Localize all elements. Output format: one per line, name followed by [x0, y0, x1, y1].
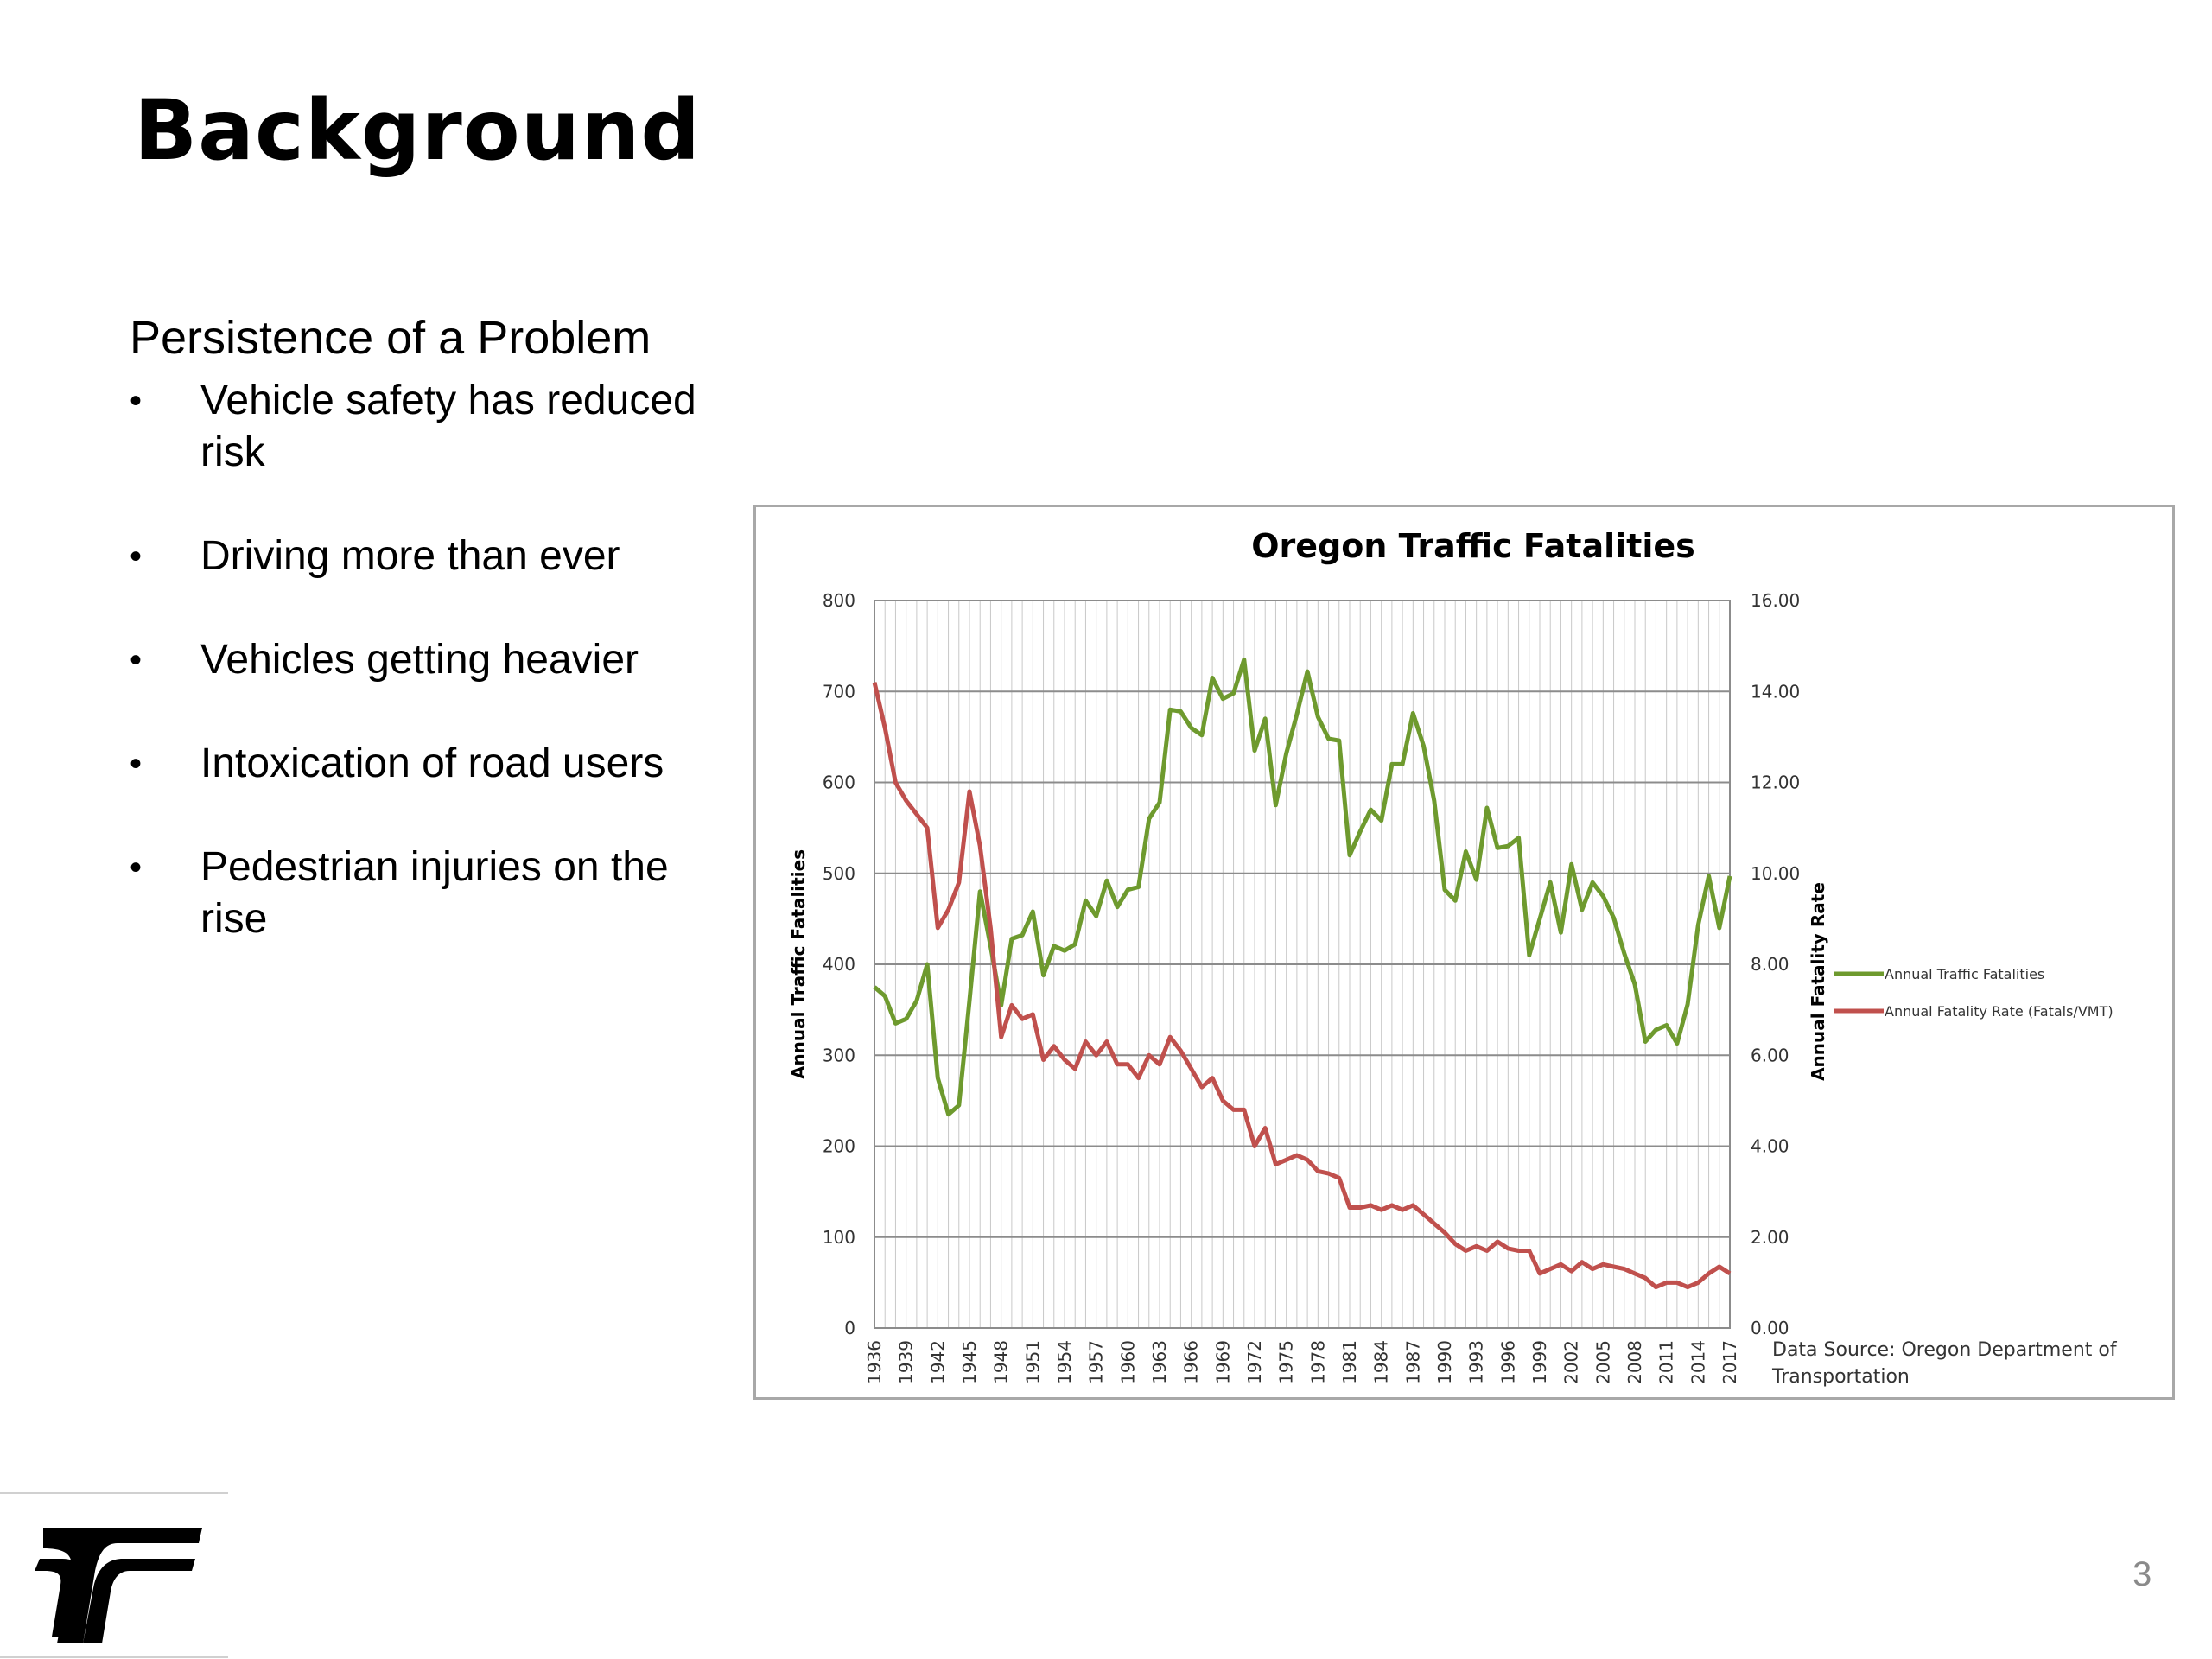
- y-axis-label: Annual Traffic Fatalities: [788, 849, 809, 1079]
- x-tick-label: 1960: [1117, 1340, 1138, 1384]
- y2-tick-label: 4.00: [1751, 1136, 1789, 1157]
- x-tick-label: 1993: [1466, 1340, 1487, 1384]
- x-tick-label: 2014: [1688, 1340, 1708, 1384]
- x-tick-label: 1939: [896, 1340, 917, 1384]
- x-tick-label: 1981: [1339, 1340, 1360, 1384]
- x-tick-label: 1948: [991, 1340, 1012, 1384]
- bullet-dot-icon: •: [130, 745, 143, 783]
- y-tick-label: 300: [823, 1045, 855, 1065]
- source-note-line: Data Source: Oregon Department of: [1772, 1339, 2118, 1361]
- bullet-dot-icon: •: [130, 849, 143, 887]
- x-tick-label: 2011: [1656, 1340, 1677, 1384]
- chart-container: 0 100 200 300 400 500 600 700 800 0.00 2.00 4.00 6.0…: [753, 505, 2175, 1400]
- x-tick-label: 1936: [864, 1340, 885, 1384]
- bullet-text: Intoxication of road users: [200, 741, 664, 786]
- y-tick-label: 0: [844, 1318, 855, 1338]
- y-tick-label: 700: [823, 681, 855, 702]
- bullet-dot-icon: •: [130, 382, 143, 420]
- x-tick-label: 1969: [1212, 1340, 1233, 1384]
- x-tick-label: 1945: [959, 1340, 980, 1384]
- list-item: • Vehicles getting heavier: [130, 634, 717, 686]
- bullet-list: • Vehicle safety has reduced risk • Driv…: [130, 375, 717, 945]
- legend-label: Annual Fatality Rate (Fatals/VMT): [1885, 1003, 2113, 1020]
- series-line: [872, 682, 1732, 1290]
- y-tick-label: 500: [823, 863, 855, 884]
- x-tick-label: 1954: [1054, 1340, 1075, 1384]
- list-item: • Vehicle safety has reduced risk: [130, 375, 717, 479]
- x-tick-label: 1999: [1529, 1340, 1550, 1384]
- chart-title: Oregon Traffic Fatalities: [1251, 527, 1694, 565]
- series-line: [873, 657, 1732, 1117]
- line-chart: 0 100 200 300 400 500 600 700 800 0.00 2.00 4.00 6.0…: [788, 527, 2118, 1388]
- source-note-line: Transportation: [1771, 1366, 1910, 1388]
- y-tick-label: 600: [823, 772, 855, 793]
- x-tick-label: 1996: [1497, 1340, 1518, 1384]
- x-tick-label: 1963: [1149, 1340, 1170, 1384]
- y2-tick-label: 2.00: [1751, 1227, 1789, 1248]
- x-tick-label: 1957: [1086, 1340, 1107, 1384]
- y2-axis-label: Annual Fatality Rate: [1808, 882, 1828, 1081]
- plot-area: [874, 600, 1731, 1329]
- x-tick-label: 2008: [1624, 1340, 1645, 1384]
- y2-tick-label: 12.00: [1751, 772, 1800, 793]
- x-tick-label: 1990: [1434, 1340, 1455, 1384]
- bullet-text: Pedestrian injuries on the rise: [200, 844, 669, 942]
- y2-tick-label: 14.00: [1751, 681, 1800, 702]
- x-tick-label: 1975: [1276, 1340, 1297, 1384]
- x-tick-label: 2002: [1561, 1340, 1582, 1384]
- list-item: • Pedestrian injuries on the rise: [130, 842, 717, 945]
- y2-tick-label: 8.00: [1751, 954, 1789, 975]
- legend-label: Annual Traffic Fatalities: [1885, 966, 2044, 982]
- y2-tick-label: 10.00: [1751, 863, 1800, 884]
- bullet-dot-icon: •: [130, 537, 143, 575]
- y-tick-label: 100: [823, 1227, 855, 1248]
- left-panel: Persistence of a Problem • Vehicle safet…: [130, 311, 717, 997]
- y2-tick-label: 6.00: [1751, 1045, 1789, 1065]
- subtitle: Persistence of a Problem: [130, 312, 652, 364]
- x-tick-label: 2005: [1592, 1340, 1613, 1384]
- x-tick-label: 1942: [927, 1340, 948, 1384]
- y-tick-label: 800: [823, 590, 855, 611]
- x-tick-label: 2017: [1719, 1340, 1740, 1384]
- x-tick-label: 1951: [1022, 1340, 1043, 1384]
- bullet-text: Driving more than ever: [200, 533, 620, 579]
- bullet-text: Vehicle safety has reduced risk: [200, 378, 696, 475]
- y2-tick-label: 16.00: [1751, 590, 1800, 611]
- slide-title: Background: [134, 82, 702, 179]
- x-tick-label: 1972: [1244, 1340, 1265, 1384]
- x-tick-label: 1978: [1307, 1340, 1328, 1384]
- list-item: • Driving more than ever: [130, 531, 717, 582]
- page-number: 3: [2133, 1555, 2152, 1593]
- x-tick-label: 1984: [1371, 1340, 1392, 1384]
- odot-logo-icon: [0, 1492, 228, 1658]
- bullet-dot-icon: •: [130, 641, 143, 679]
- x-tick-label: 1966: [1181, 1340, 1202, 1384]
- list-item: • Intoxication of road users: [130, 738, 717, 790]
- bullet-text: Vehicles getting heavier: [200, 637, 639, 683]
- x-tick-label: 1987: [1402, 1340, 1423, 1384]
- y-tick-label: 200: [823, 1136, 855, 1157]
- y-tick-label: 400: [823, 954, 855, 975]
- y2-tick-label: 0.00: [1751, 1318, 1789, 1338]
